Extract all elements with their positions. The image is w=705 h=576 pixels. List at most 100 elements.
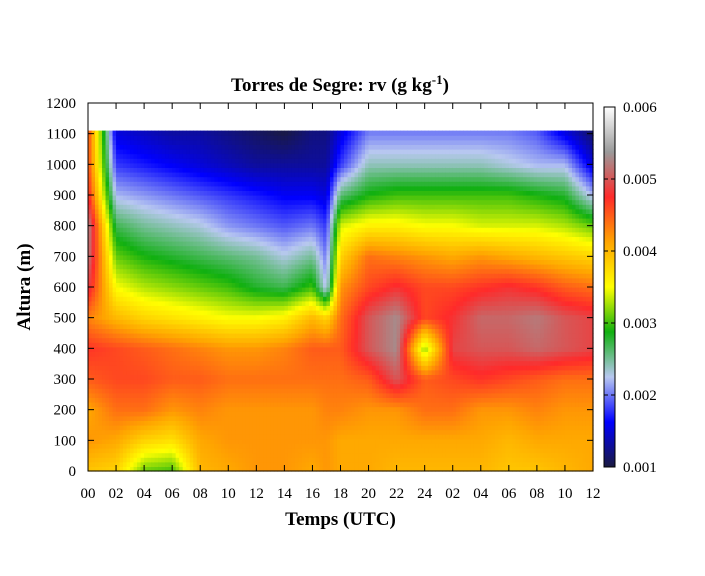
heatmap-cell bbox=[305, 457, 310, 463]
heatmap-cell bbox=[263, 406, 268, 412]
heatmap-cell bbox=[154, 420, 159, 426]
heatmap-cell bbox=[109, 356, 114, 362]
heatmap-cell bbox=[98, 434, 103, 440]
heatmap-cell bbox=[252, 236, 257, 242]
heatmap-cell bbox=[123, 457, 128, 463]
heatmap-cell bbox=[207, 185, 212, 191]
heatmap-cell bbox=[172, 425, 177, 431]
heatmap-cell bbox=[116, 452, 121, 458]
heatmap-cell bbox=[224, 291, 229, 297]
heatmap-cell bbox=[112, 333, 117, 339]
heatmap-cell bbox=[217, 167, 222, 173]
heatmap-cell bbox=[116, 434, 121, 440]
heatmap-cell bbox=[123, 342, 128, 348]
heatmap-cell bbox=[263, 360, 268, 366]
heatmap-cell bbox=[158, 181, 163, 187]
heatmap-cell bbox=[98, 172, 103, 178]
heatmap-cell bbox=[305, 356, 310, 362]
heatmap-cell bbox=[182, 346, 187, 352]
heatmap-cell bbox=[284, 195, 289, 201]
heatmap-cell bbox=[189, 383, 194, 389]
heatmap-cell bbox=[91, 282, 96, 288]
heatmap-cell bbox=[235, 388, 240, 394]
heatmap-cell bbox=[207, 379, 212, 385]
heatmap-cell bbox=[182, 167, 187, 173]
heatmap-cell bbox=[189, 287, 194, 293]
heatmap-cell bbox=[189, 218, 194, 224]
heatmap-cell bbox=[280, 356, 285, 362]
heatmap-cell bbox=[203, 291, 208, 297]
heatmap-cell bbox=[133, 429, 138, 435]
heatmap-cell bbox=[214, 305, 219, 311]
heatmap-cell bbox=[182, 204, 187, 210]
heatmap-cell bbox=[137, 374, 142, 380]
heatmap-cell bbox=[165, 420, 170, 426]
heatmap-cell bbox=[119, 448, 124, 454]
heatmap-cell bbox=[95, 227, 100, 233]
heatmap-cell bbox=[308, 291, 314, 297]
heatmap-cell bbox=[263, 383, 268, 389]
heatmap-cell bbox=[112, 415, 117, 421]
heatmap-cell bbox=[252, 314, 257, 320]
heatmap-cell bbox=[298, 296, 303, 302]
heatmap-cell bbox=[308, 236, 314, 242]
heatmap-cell bbox=[284, 218, 289, 224]
heatmap-cell bbox=[151, 429, 156, 435]
heatmap-cell bbox=[133, 411, 138, 417]
heatmap-cell bbox=[130, 319, 135, 325]
heatmap-cell bbox=[210, 172, 215, 178]
heatmap-cell bbox=[144, 351, 149, 357]
heatmap-cell bbox=[315, 333, 321, 339]
heatmap-cell bbox=[235, 185, 240, 191]
heatmap-cell bbox=[319, 365, 324, 371]
heatmap-cell bbox=[301, 374, 307, 380]
heatmap-cell bbox=[284, 379, 289, 385]
heatmap-cell bbox=[214, 415, 219, 421]
heatmap-cell bbox=[175, 351, 180, 357]
heatmap-cell bbox=[291, 434, 296, 440]
heatmap-cell bbox=[245, 130, 250, 136]
heatmap-cell bbox=[95, 356, 100, 362]
heatmap-cell bbox=[147, 438, 152, 444]
heatmap-cell bbox=[298, 236, 303, 242]
heatmap-cell bbox=[147, 167, 152, 173]
heatmap-cell bbox=[235, 231, 240, 237]
heatmap-cell bbox=[249, 365, 254, 371]
heatmap-cell bbox=[301, 268, 307, 274]
heatmap-cell bbox=[168, 195, 173, 201]
heatmap-cell bbox=[200, 392, 205, 398]
heatmap-cell bbox=[105, 245, 110, 251]
heatmap-cell bbox=[179, 310, 184, 316]
heatmap-cell bbox=[252, 250, 257, 256]
heatmap-cell bbox=[277, 139, 282, 145]
heatmap-cell bbox=[273, 204, 278, 210]
heatmap-cell bbox=[126, 282, 131, 288]
heatmap-cell bbox=[133, 153, 138, 159]
heatmap-cell bbox=[151, 356, 156, 362]
heatmap-cell bbox=[210, 227, 215, 233]
heatmap-cell bbox=[284, 383, 289, 389]
heatmap-cell bbox=[231, 402, 236, 408]
heatmap-cell bbox=[182, 402, 187, 408]
heatmap-cell bbox=[189, 254, 194, 260]
heatmap-cell bbox=[214, 328, 219, 334]
heatmap-cell bbox=[123, 287, 128, 293]
heatmap-cell bbox=[231, 199, 236, 205]
heatmap-cell bbox=[88, 319, 93, 325]
heatmap-cell bbox=[172, 323, 177, 329]
heatmap-cell bbox=[315, 448, 321, 454]
heatmap-cell bbox=[256, 323, 261, 329]
heatmap-cell bbox=[147, 208, 152, 214]
heatmap-cell bbox=[221, 461, 226, 467]
heatmap-cell bbox=[305, 351, 310, 357]
heatmap-cell bbox=[158, 415, 163, 421]
heatmap-cell bbox=[196, 397, 201, 403]
heatmap-cell bbox=[123, 305, 128, 311]
heatmap-cell bbox=[112, 135, 117, 141]
heatmap-cell bbox=[175, 300, 180, 306]
heatmap-cell bbox=[259, 144, 264, 150]
heatmap-cell bbox=[319, 227, 324, 233]
heatmap-cell bbox=[126, 388, 131, 394]
heatmap-cell bbox=[217, 222, 222, 228]
heatmap-cell bbox=[175, 415, 180, 421]
